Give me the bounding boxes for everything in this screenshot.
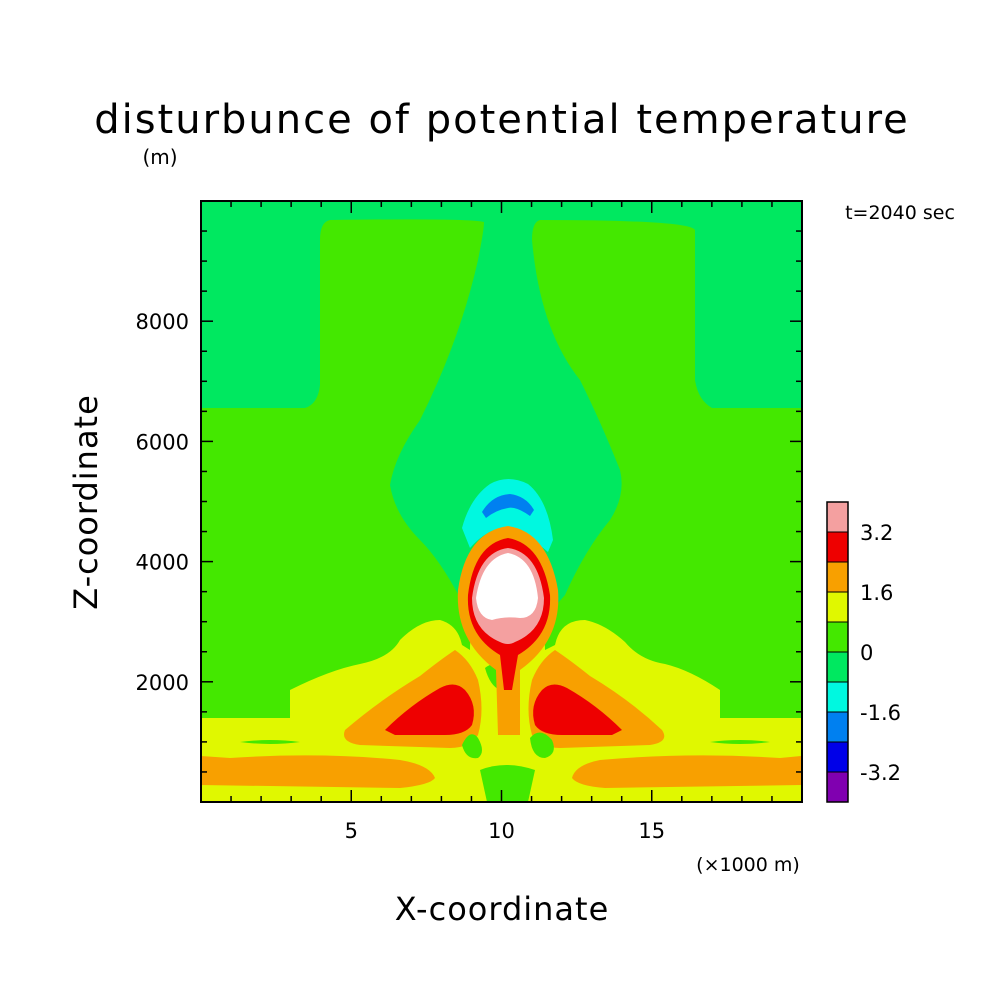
chart-title: disturbunce of potential temperature xyxy=(94,97,910,143)
colorbar-label: 3.2 xyxy=(860,521,893,545)
contour-band-0-to-0.8-pocket-bottom xyxy=(480,765,535,802)
colorbar-label: 0 xyxy=(860,641,873,665)
y-tick-label: 6000 xyxy=(136,430,189,454)
y-axis-label: Z-coordinate xyxy=(67,394,105,610)
contour-band-2.4-to-3.2-right-lobe xyxy=(533,684,622,735)
contour-band-1.6-to-2.4-lower xyxy=(201,755,435,788)
x-tick-label: 10 xyxy=(488,819,515,843)
colorbar-labels: 3.2 1.6 0 -1.6 -3.2 xyxy=(860,521,901,785)
contour-band-neg1.6-to-neg0.8 xyxy=(462,479,553,552)
y-tick-label: 2000 xyxy=(136,671,189,695)
colorbar-frame xyxy=(826,501,849,803)
colorbar-label: -3.2 xyxy=(860,761,901,785)
colorbar-swatch xyxy=(826,501,849,533)
colorbar-swatch xyxy=(826,651,849,683)
colorbar-swatch xyxy=(826,531,849,563)
colorbar-label: 1.6 xyxy=(860,581,893,605)
colorbar-swatch xyxy=(826,771,849,803)
contour-band-neg0.8-to-0-left-top xyxy=(201,201,801,610)
contour-band-above-4.0-core xyxy=(476,553,538,620)
x-tick-label: 5 xyxy=(345,819,358,843)
y-tick-label: 8000 xyxy=(136,310,189,334)
contour-field xyxy=(201,201,802,802)
contour-band-2.4-to-3.2-left-lobe xyxy=(385,684,474,735)
contour-band-neg2.4-to-neg1.6 xyxy=(482,494,534,518)
colorbar-swatch xyxy=(826,711,849,743)
colorbar-swatch xyxy=(826,621,849,653)
contour-band-0-to-0.8-pocket-left xyxy=(462,734,482,759)
x-tick-labels: 5 10 15 xyxy=(345,819,666,843)
x-tick-label: 15 xyxy=(638,819,665,843)
colorbar xyxy=(826,501,849,803)
y-tick-labels: 2000 4000 6000 8000 xyxy=(136,310,189,695)
colorbar-swatch xyxy=(826,681,849,713)
y-tick-label: 4000 xyxy=(136,551,189,575)
time-label: t=2040 sec xyxy=(845,202,955,224)
colorbar-label: -1.6 xyxy=(860,701,901,725)
x-axis-label: X-coordinate xyxy=(395,890,610,928)
contour-band-1.6-to-2.4-lower-right xyxy=(572,755,801,788)
colorbar-swatch xyxy=(826,591,849,623)
colorbar-swatch xyxy=(826,741,849,773)
x-unit-label: (×1000 m) xyxy=(696,854,800,876)
contour-band-0-to-0.8-pocket-right xyxy=(530,732,554,758)
y-unit-label: (m) xyxy=(142,145,177,169)
axis-ticks xyxy=(201,201,802,802)
colorbar-swatch xyxy=(826,561,849,593)
